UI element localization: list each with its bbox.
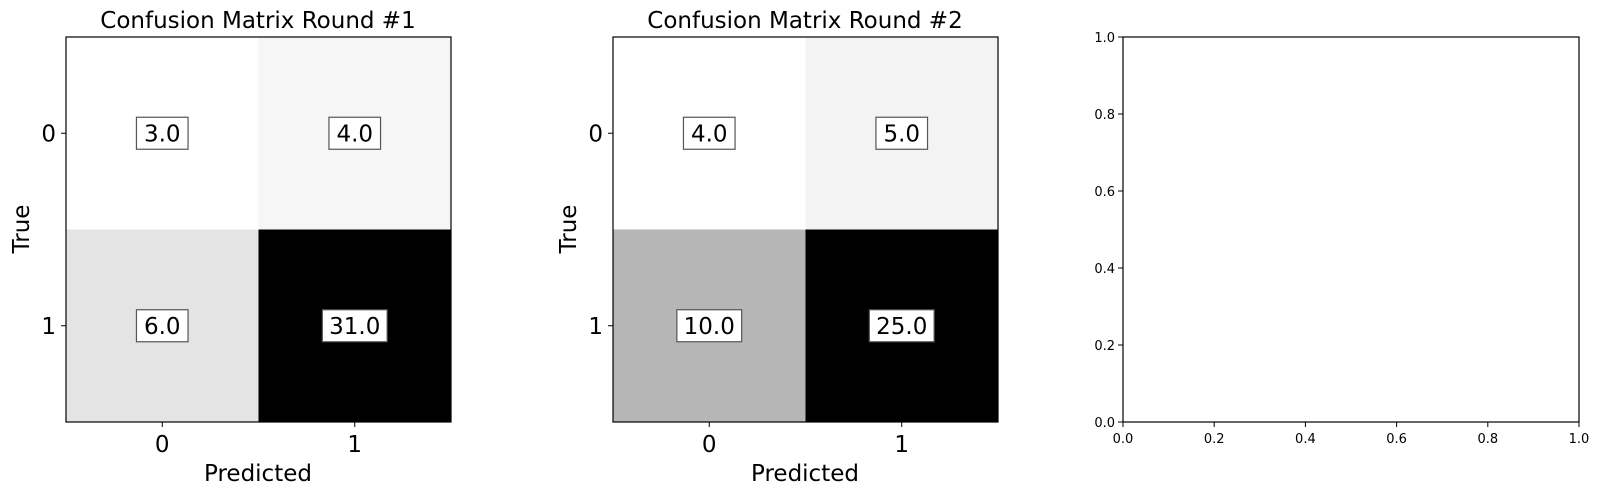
cell-label-box — [135, 116, 189, 150]
cell-label-box — [875, 116, 929, 150]
heatmap-cells: 3.0 4.0 6.0 31.0 — [66, 37, 451, 422]
y-tick-label: 0.8 — [1094, 108, 1115, 123]
chart-title: Confusion Matrix Round #1 — [100, 8, 415, 34]
x-tick-label: 0.8 — [1477, 432, 1498, 447]
plot-frame — [612, 36, 999, 423]
plot-frame — [65, 36, 452, 423]
y-tick-label: 0.4 — [1094, 262, 1115, 277]
empty-axes: 0.0 0.2 0.4 0.6 0.8 1.0 0.0 0.2 0.4 0.6 0.8 1.0 — [1094, 31, 1589, 447]
y-tick-label: 0.0 — [1094, 416, 1115, 431]
y-axis-label: True — [9, 205, 35, 255]
cell-label-box — [135, 309, 189, 343]
confusion-matrix-2: Confusion Matrix Round #2 4.0 5.0 10.0 25.0… — [556, 8, 999, 487]
cell-value-label: 3.0 — [144, 121, 181, 147]
x-axis-label: Predicted — [204, 461, 312, 487]
x-tick-label: 0 — [155, 432, 170, 458]
cell-value-label: 5.0 — [883, 121, 920, 147]
y-tick-label: 0 — [588, 121, 603, 147]
x-tick-label: 0.0 — [1113, 432, 1134, 447]
x-tick-label: 1 — [347, 432, 362, 458]
cell-value-label: 4.0 — [336, 121, 373, 147]
cell-value-label: 6.0 — [144, 314, 181, 340]
cell-label-box — [682, 116, 736, 150]
cell-label-box — [321, 309, 388, 343]
x-axis-label: Predicted — [751, 461, 859, 487]
y-tick-label: 1 — [588, 314, 603, 340]
axis-ticks: 0 1 0 1 — [588, 121, 909, 458]
x-tick-label: 0.2 — [1204, 432, 1225, 447]
cell-value-label: 4.0 — [691, 121, 728, 147]
cell-value-label: 10.0 — [684, 314, 735, 340]
x-tick-label: 1.0 — [1569, 432, 1590, 447]
y-axis-label: True — [556, 205, 582, 255]
y-tick-label: 1.0 — [1094, 31, 1115, 46]
cell-value-label: 25.0 — [876, 314, 927, 340]
axis-ticks: 0 1 0 1 — [41, 121, 362, 458]
y-tick-label: 0 — [41, 121, 56, 147]
heatmap-cells: 4.0 5.0 10.0 25.0 — [613, 37, 998, 422]
x-tick-label: 0.6 — [1386, 432, 1407, 447]
confusion-matrix-1: Confusion Matrix Round #1 3.0 4.06.0 31.0 … — [9, 8, 452, 487]
cell-label-box — [676, 309, 743, 343]
axis-ticks: 0.0 0.2 0.4 0.6 0.8 1.0 0.0 0.2 0.4 0.6 0.8 1.0 — [1094, 31, 1589, 447]
chart-title: Confusion Matrix Round #2 — [647, 8, 962, 34]
x-tick-label: 0.4 — [1295, 432, 1316, 447]
x-tick-label: 1 — [894, 432, 909, 458]
cell-label-box — [328, 116, 382, 150]
cell-label-box — [868, 309, 935, 343]
y-tick-label: 1 — [41, 314, 56, 340]
plot-frame — [1122, 36, 1580, 423]
cell-value-label: 31.0 — [329, 314, 380, 340]
y-tick-label: 0.2 — [1094, 339, 1115, 354]
x-tick-label: 0 — [702, 432, 717, 458]
y-tick-label: 0.6 — [1094, 185, 1115, 200]
